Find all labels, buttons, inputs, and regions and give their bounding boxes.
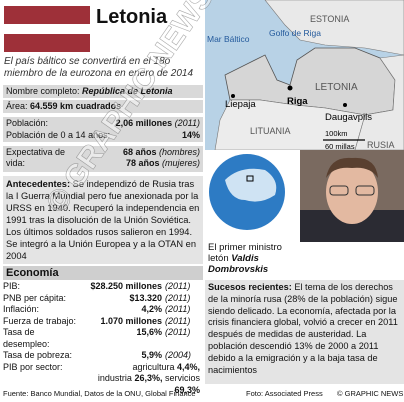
area-row: Área: 64.559 km cuadrados bbox=[3, 100, 203, 113]
scale-km: 100km bbox=[325, 129, 348, 138]
sector-value: 69,3% bbox=[174, 384, 200, 395]
label: Sucesos recientes: bbox=[208, 282, 292, 292]
photo-credit: Foto: Associated Press bbox=[246, 389, 323, 398]
map-label: Daugavpils bbox=[325, 112, 372, 123]
text: El tema de los derechos de la minoría ru… bbox=[208, 282, 398, 375]
map-label: Mar Báltico bbox=[207, 34, 250, 44]
photo-caption: El primer ministro letón Valdis Dombrovs… bbox=[208, 242, 300, 275]
note: (mujeres) bbox=[161, 158, 200, 168]
econ-note: (2011) bbox=[165, 315, 191, 326]
value: 68 años bbox=[122, 147, 157, 157]
name: Valdis Dombrovskis bbox=[208, 253, 269, 275]
globe bbox=[205, 150, 300, 240]
map-label: LETONIA bbox=[315, 82, 358, 93]
map-label: Liepaja bbox=[225, 99, 256, 110]
label: Población: bbox=[6, 118, 49, 128]
full-name-row: Nombre completo: República de Letonia bbox=[3, 85, 203, 98]
map-label: RUSIA bbox=[367, 140, 395, 150]
sector-items: agricultura 4,4%, industria 26,3%, servic… bbox=[83, 362, 203, 397]
econ-note: (2011) bbox=[165, 327, 191, 337]
econ-label: PIB: bbox=[3, 281, 21, 291]
sector-value: 4,4%, bbox=[176, 361, 200, 372]
econ-value: 1.070 millones bbox=[100, 315, 162, 326]
econ-label: Tasa de pobreza: bbox=[3, 350, 73, 360]
econ-value: 15,6% bbox=[136, 327, 162, 337]
map-label: Golfo de Riga bbox=[269, 28, 321, 38]
label: Antecedentes: bbox=[6, 179, 71, 189]
econ-note: (2011) bbox=[165, 281, 191, 291]
map: ESTONIA Mar Báltico Golfo de Riga Liepaj… bbox=[205, 0, 404, 150]
label: Área: bbox=[6, 101, 28, 111]
sector-item: agricultura 4,4%, bbox=[132, 362, 200, 372]
sector-value: 26,3%, bbox=[134, 373, 163, 383]
source: Fuente: Banco Mundial, Datos de la ONU, … bbox=[3, 389, 196, 398]
map-label: LITUANIA bbox=[250, 126, 291, 136]
title: Letonia bbox=[96, 6, 168, 28]
caption: El primer ministro letón bbox=[208, 242, 282, 264]
credit: © GRAPHIC NEWS bbox=[337, 389, 404, 398]
econ-note: (2011) bbox=[165, 304, 191, 314]
sector-name: servicios bbox=[164, 373, 200, 383]
econ-label: Inflación: bbox=[3, 304, 40, 314]
econ-label: PIB por sector: bbox=[3, 361, 63, 372]
value: 2,06 millones bbox=[115, 118, 173, 128]
value: 14% bbox=[181, 130, 200, 140]
scale-mi: 60 millas bbox=[325, 142, 355, 150]
label: Población de 0 a 14 años: bbox=[6, 130, 111, 140]
econ-value: 5,9% bbox=[141, 350, 162, 360]
sector-item: servicios 69,3% bbox=[165, 373, 200, 395]
sector-item: industria 26,3%, bbox=[98, 373, 165, 383]
text: Se independizó de Rusia tras la I Guerra… bbox=[6, 179, 200, 261]
value: 78 años bbox=[125, 158, 160, 168]
econ-label: PNB per cápita: bbox=[3, 292, 67, 303]
note: (2011) bbox=[174, 118, 200, 128]
economy-title: Economía bbox=[3, 266, 203, 280]
recent-box: Sucesos recientes: El tema de los derech… bbox=[205, 280, 404, 384]
note: (hombres) bbox=[158, 147, 200, 157]
map-label: Riga bbox=[287, 96, 308, 107]
econ-value: $28.250 millones bbox=[90, 281, 162, 291]
background-box: Antecedentes: Se independizó de Rusia tr… bbox=[3, 176, 203, 264]
flag bbox=[4, 6, 90, 52]
econ-note: (2004) bbox=[165, 350, 192, 360]
sector-name: agricultura bbox=[132, 361, 175, 372]
econ-label: Tasa de desempleo: bbox=[3, 327, 50, 349]
photo bbox=[300, 150, 404, 242]
econ-value: 4,2% bbox=[141, 304, 162, 314]
subtitle: El país báltico se convertirá en el 18o … bbox=[4, 56, 194, 79]
value: República de Letonia bbox=[82, 86, 173, 96]
sector-name: industria bbox=[97, 373, 132, 383]
value: 64.559 km cuadrados bbox=[30, 101, 122, 111]
label: Nombre completo: bbox=[6, 86, 80, 96]
economy-table: PIB: $28.250 millones (2011) PNB per cápita… bbox=[3, 281, 203, 396]
econ-label: Fuerza de trabajo: bbox=[3, 315, 77, 326]
econ-value: $13.320 bbox=[129, 292, 162, 303]
population-row: Población: 2,06 millones (2011) bbox=[3, 117, 203, 130]
econ-note: (2011) bbox=[165, 292, 191, 303]
young-row: Población de 0 a 14 años: 14% bbox=[3, 129, 203, 142]
life-row: Expectativa de vida: 68 años (hombres) 78 … bbox=[3, 146, 203, 172]
map-label: ESTONIA bbox=[310, 14, 349, 24]
label: Expectativa de vida: bbox=[6, 147, 66, 168]
